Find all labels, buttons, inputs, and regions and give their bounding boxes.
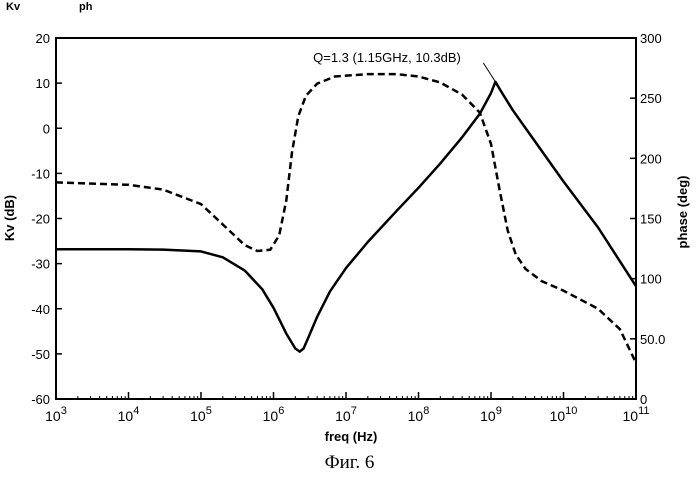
x-tick-label: 106 [263, 405, 285, 424]
left-tick-label: 10 [36, 76, 50, 91]
right-tick-label: 300 [640, 31, 662, 46]
x-axis: 10310410510610710810910101011 [45, 392, 649, 424]
plot-frame [56, 38, 636, 399]
left-tick-label: 20 [36, 31, 50, 46]
y-axis-left-label: Kv (dB) [2, 195, 17, 241]
right-tick-label: 50.0 [640, 332, 665, 347]
x-tick-exponent: 11 [638, 405, 649, 417]
x-tick-base: 10 [408, 408, 424, 424]
x-tick-base: 10 [118, 408, 134, 424]
x-tick-base: 10 [263, 408, 279, 424]
x-tick-label: 1010 [550, 405, 578, 424]
x-tick-label: 104 [118, 405, 140, 424]
left-axis: 20 10 0 -10 -20 -30 -40 -50 -60 [31, 31, 62, 407]
right-tick-label: 100 [640, 272, 662, 287]
figure-caption: Фиг. 6 [0, 452, 699, 474]
x-tick-label: 108 [408, 405, 430, 424]
x-tick-label: 103 [45, 405, 67, 424]
y-axis-right-label: phase (deg) [675, 176, 690, 249]
frequency-response-plot: 20100-10-20-30-40-50-60 3002502001501005… [0, 0, 699, 450]
kv-series-line [56, 82, 636, 352]
phase-series-line [56, 74, 636, 363]
annotation-leader [483, 63, 495, 82]
left-tick-label: -10 [31, 166, 50, 181]
x-tick-exponent: 4 [133, 405, 139, 417]
x-tick-label: 107 [335, 405, 357, 424]
right-tick-label: 150 [640, 212, 662, 227]
series-layer [56, 74, 636, 363]
x-tick-exponent: 5 [206, 405, 212, 417]
x-tick-base: 10 [550, 408, 566, 424]
x-tick-base: 10 [190, 408, 206, 424]
annotation-label: Q=1.3 (1.15GHz, 10.3dB) [313, 50, 461, 65]
x-tick-exponent: 6 [278, 405, 284, 417]
left-tick-label: -50 [31, 347, 50, 362]
left-tick-label: -30 [31, 257, 50, 272]
x-tick-exponent: 10 [565, 405, 577, 417]
x-tick-label: 1011 [623, 405, 650, 424]
left-tick-label: -60 [31, 392, 50, 407]
x-tick-exponent: 9 [496, 405, 502, 417]
x-tick-base: 10 [45, 408, 61, 424]
right-tick-label: 250 [640, 91, 662, 106]
right-tick-label: 200 [640, 151, 662, 166]
left-tick-label: -20 [31, 212, 50, 227]
left-tick-label: -40 [31, 302, 50, 317]
x-tick-base: 10 [335, 408, 351, 424]
x-tick-exponent: 8 [423, 405, 429, 417]
x-tick-base: 10 [480, 408, 496, 424]
x-tick-label: 105 [190, 405, 212, 424]
x-tick-exponent: 7 [351, 405, 357, 417]
x-tick-exponent: 3 [61, 405, 67, 417]
x-tick-base: 10 [623, 408, 639, 424]
x-tick-label: 109 [480, 405, 502, 424]
x-axis-label: freq (Hz) [325, 429, 378, 444]
left-tick-label: 0 [43, 121, 50, 136]
